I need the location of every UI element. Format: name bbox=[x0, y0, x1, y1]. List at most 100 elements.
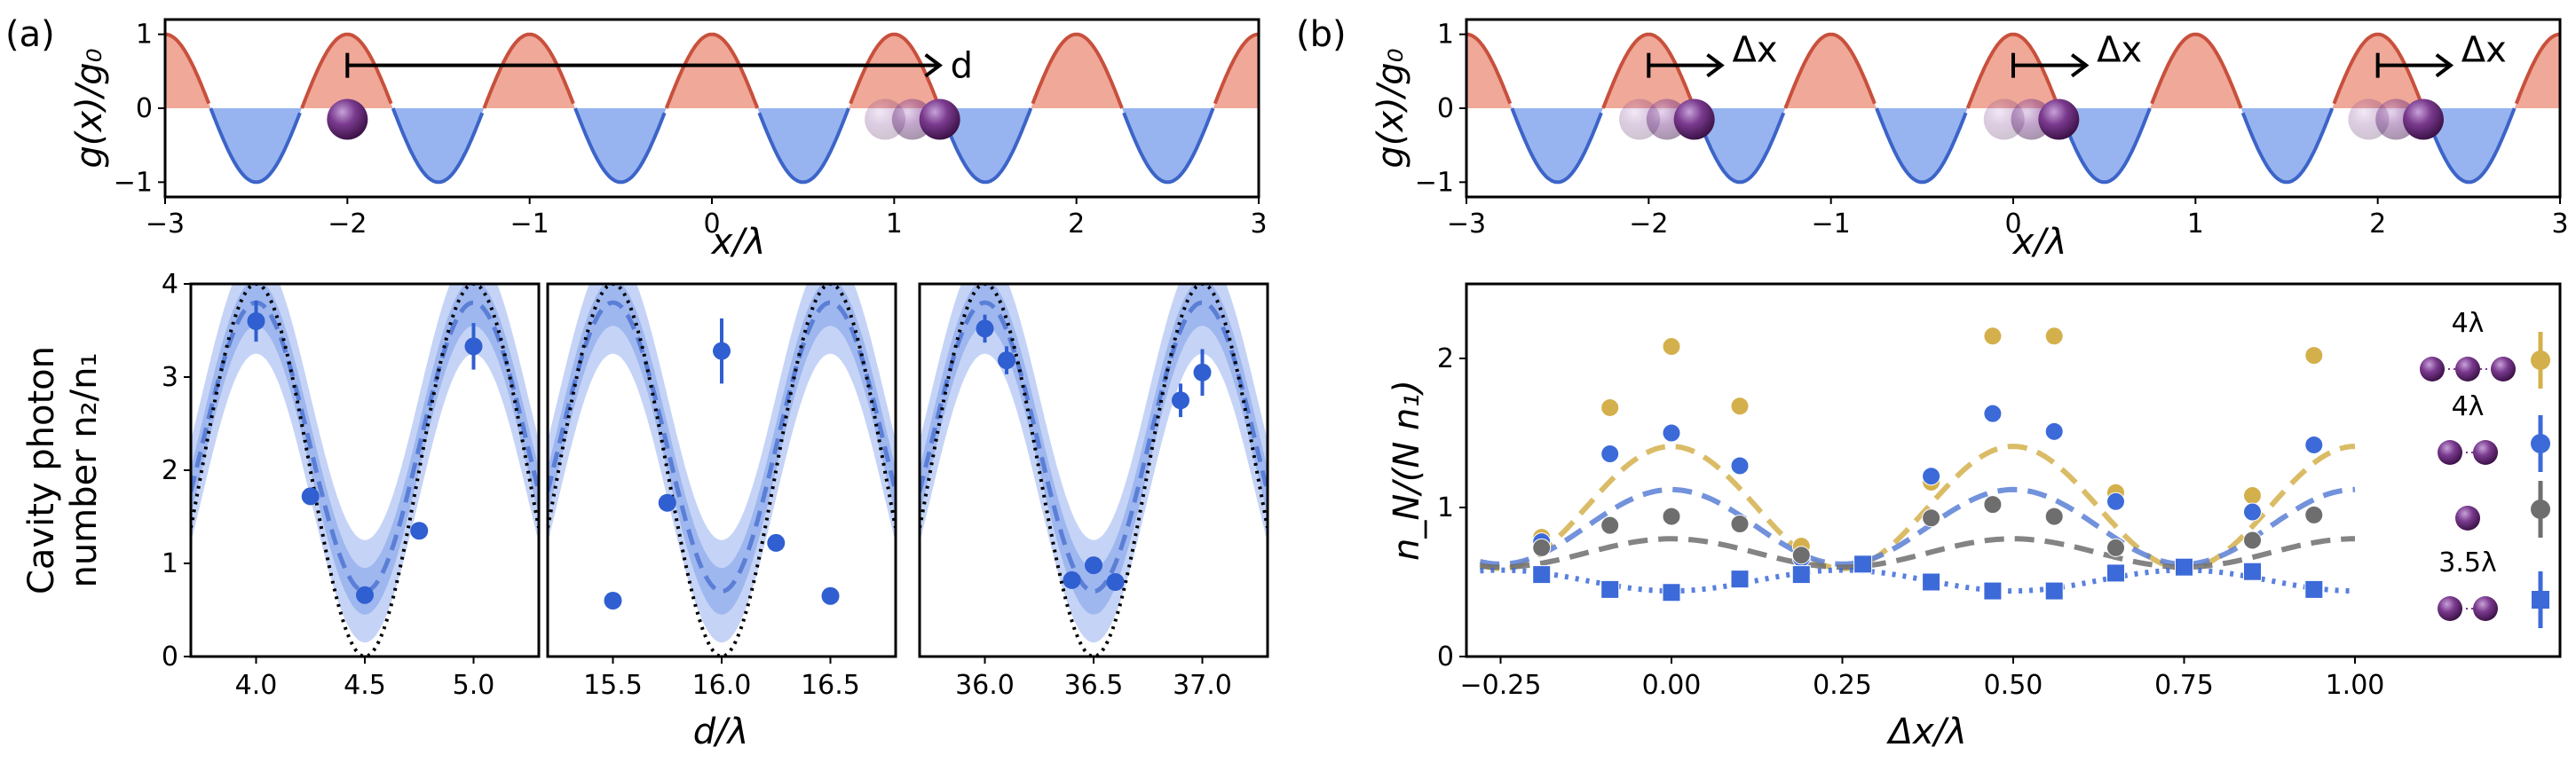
x-axis-label: d/λ bbox=[693, 712, 749, 752]
x-tick-label: 1 bbox=[886, 208, 903, 240]
plot-area bbox=[1466, 32, 2560, 185]
data-point bbox=[1600, 515, 1620, 535]
curve-line bbox=[1692, 107, 1786, 185]
negative-fill bbox=[165, 108, 1259, 183]
legend-marker bbox=[2532, 591, 2549, 609]
x-tick-label: 2 bbox=[1068, 208, 1085, 240]
y-tick-label: 0 bbox=[1437, 641, 1454, 673]
data-point bbox=[1172, 391, 1189, 410]
fit-line bbox=[1479, 444, 2356, 571]
data-point bbox=[2304, 505, 2324, 524]
x-tick-label: 3 bbox=[1250, 208, 1267, 240]
x-tick-label: −2 bbox=[328, 208, 367, 240]
curve-line bbox=[2240, 107, 2335, 185]
atom bbox=[327, 98, 368, 140]
x-tick-label: −0.25 bbox=[1460, 670, 1542, 701]
y-tick-label: 2 bbox=[1437, 343, 1454, 374]
legend-marker bbox=[2531, 350, 2550, 370]
arrow-label: Δx bbox=[1732, 30, 1777, 71]
arrow-label: Δx bbox=[2097, 30, 2142, 71]
y-axis-label: n_N/(N n₁) bbox=[1387, 380, 1427, 561]
curve-line bbox=[209, 107, 302, 185]
x-tick-label: 0 bbox=[703, 208, 720, 240]
data-point bbox=[1600, 397, 1620, 417]
data-point bbox=[2106, 492, 2125, 511]
confidence-band-outer bbox=[548, 284, 896, 643]
y-axis-label-line: Cavity photon bbox=[21, 346, 62, 594]
ideal-line bbox=[920, 284, 1268, 657]
curve-line bbox=[757, 107, 850, 185]
legend-marker bbox=[2531, 434, 2550, 453]
x-tick-label: 0.75 bbox=[2154, 670, 2214, 701]
data-point bbox=[1922, 508, 1941, 528]
y-tick-label: 1 bbox=[1437, 20, 1454, 51]
curve-line bbox=[391, 107, 485, 185]
x-tick-label: −3 bbox=[146, 208, 185, 240]
y-axis-label-line: number n₂/n₁ bbox=[64, 352, 105, 587]
curve-line bbox=[1122, 107, 1215, 185]
arrow-head bbox=[2070, 53, 2090, 78]
panel-b-bottom: −0.25 0.00 0.25 0.50 0.75 1.00 0 1 2 Δx/λ n_N/(N n… bbox=[1387, 282, 2562, 752]
legend-label: 4λ bbox=[2452, 391, 2485, 422]
data-point bbox=[1662, 337, 1681, 357]
data-point bbox=[2175, 557, 2193, 577]
y-tick-label: 4 bbox=[162, 269, 178, 300]
data-point bbox=[658, 493, 676, 512]
arrow-label: Δx bbox=[2461, 30, 2507, 71]
curve-line bbox=[2514, 32, 2560, 105]
fit-line bbox=[1479, 486, 2356, 567]
legend-marker bbox=[2531, 499, 2550, 519]
data-point bbox=[1063, 570, 1081, 589]
x-tick-label: 36.0 bbox=[955, 670, 1015, 701]
curve-line bbox=[165, 32, 211, 105]
y-tick-label: 1 bbox=[1437, 492, 1454, 523]
curve-line bbox=[1875, 107, 1968, 185]
data-point bbox=[2044, 581, 2064, 601]
subplot-1: 4.0 4.5 5.0 0 1 2 3 4 bbox=[162, 269, 541, 701]
atom bbox=[919, 98, 960, 140]
data-point bbox=[2243, 531, 2262, 550]
curve-line bbox=[939, 107, 1033, 185]
x-tick-label: 36.5 bbox=[1064, 670, 1124, 701]
negative-fill bbox=[1466, 108, 2560, 183]
atom bbox=[1673, 98, 1715, 140]
legend-atom bbox=[2473, 440, 2498, 465]
y-axis-label: Cavity photonnumber n₂/n₁ bbox=[21, 346, 105, 594]
plot-area bbox=[1479, 444, 2356, 594]
y-axis-label: g(x)/g₀ bbox=[1371, 48, 1411, 168]
data-point bbox=[2304, 346, 2324, 366]
arrow-head bbox=[1706, 53, 1725, 78]
x-tick-label: 5.0 bbox=[453, 670, 495, 701]
panel-a-top: −3 −2 −1 0 1 2 3 1 0 −1 x/λ g(x)/g₀ d bbox=[69, 18, 1268, 263]
axes-frame bbox=[1465, 282, 2562, 658]
panel-b-top: −3 −2 −1 0 1 2 3 1 0 −1 x/λ g(x)/g₀ Δx Δx Δx bbox=[1371, 18, 2569, 263]
y-tick-label: 2 bbox=[162, 455, 178, 486]
x-tick-label: 4.0 bbox=[235, 670, 278, 701]
y-tick-label: 1 bbox=[162, 548, 178, 579]
arrow-head bbox=[2435, 53, 2454, 78]
data-point bbox=[713, 342, 731, 360]
x-tick-label: −3 bbox=[1447, 208, 1486, 240]
data-point bbox=[2243, 486, 2262, 506]
data-point bbox=[1922, 467, 1941, 486]
data-point bbox=[301, 487, 320, 506]
data-point bbox=[464, 337, 483, 356]
panel-label-b: (b) bbox=[1296, 14, 1347, 55]
curve-line bbox=[2150, 32, 2243, 109]
data-point bbox=[1662, 507, 1681, 526]
y-axis-label: g(x)/g₀ bbox=[69, 48, 110, 168]
data-point bbox=[2044, 326, 2064, 346]
data-point bbox=[1730, 456, 1750, 476]
fit-line bbox=[1480, 536, 2355, 570]
curve-line bbox=[482, 32, 575, 109]
x-tick-label: 0.50 bbox=[1984, 670, 2043, 701]
legend-label: 4λ bbox=[2452, 308, 2485, 339]
data-point bbox=[821, 586, 840, 605]
data-point bbox=[1662, 423, 1681, 443]
data-point bbox=[976, 319, 994, 338]
data-point bbox=[1532, 565, 1552, 585]
plot-area bbox=[191, 284, 539, 657]
legend-atom bbox=[2473, 596, 2498, 621]
data-point bbox=[1922, 572, 1941, 592]
